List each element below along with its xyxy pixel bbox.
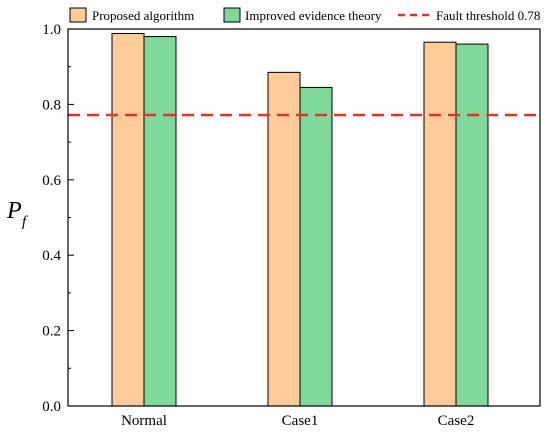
y-tick-label: 0.8 bbox=[42, 97, 61, 113]
y-tick-label: 1.0 bbox=[42, 22, 61, 38]
legend-label-improved: Improved evidence theory bbox=[245, 8, 382, 23]
y-axis-label-subscript: f bbox=[22, 214, 28, 230]
bar-case2-improved bbox=[455, 43, 489, 407]
legend-label-threshold: Fault threshold 0.78 bbox=[436, 8, 540, 23]
legend-item-threshold: Fault threshold 0.78 bbox=[398, 8, 540, 23]
bar-normal-proposed bbox=[111, 33, 145, 407]
y-tick-label: 0.2 bbox=[42, 324, 61, 340]
plot-frame bbox=[67, 28, 541, 407]
x-tick-label: Normal bbox=[121, 413, 167, 429]
legend-swatch-improved bbox=[223, 7, 241, 23]
bar-case2-proposed bbox=[423, 41, 457, 407]
bar-normal-improved bbox=[143, 36, 177, 407]
legend: Proposed algorithm Improved evidence the… bbox=[69, 7, 540, 23]
legend-label-proposed: Proposed algorithm bbox=[92, 8, 194, 23]
legend-item-improved: Improved evidence theory bbox=[223, 7, 382, 23]
bar-case1-improved bbox=[299, 86, 333, 407]
y-tick-label: 0.0 bbox=[42, 399, 61, 415]
x-tick-label: Case2 bbox=[438, 413, 475, 429]
plot-area: Normal Case1 Case2 0.0 0.2 0.4 0.6 0.8 1.0 bbox=[42, 22, 541, 429]
bar-case1-proposed bbox=[267, 71, 301, 407]
y-tick-label: 0.6 bbox=[42, 173, 61, 189]
y-tick-label: 0.4 bbox=[42, 248, 61, 264]
y-axis-label: P bbox=[6, 198, 22, 224]
legend-item-proposed: Proposed algorithm bbox=[69, 7, 194, 23]
x-tick-label: Case1 bbox=[282, 413, 319, 429]
legend-swatch-proposed bbox=[69, 7, 87, 23]
